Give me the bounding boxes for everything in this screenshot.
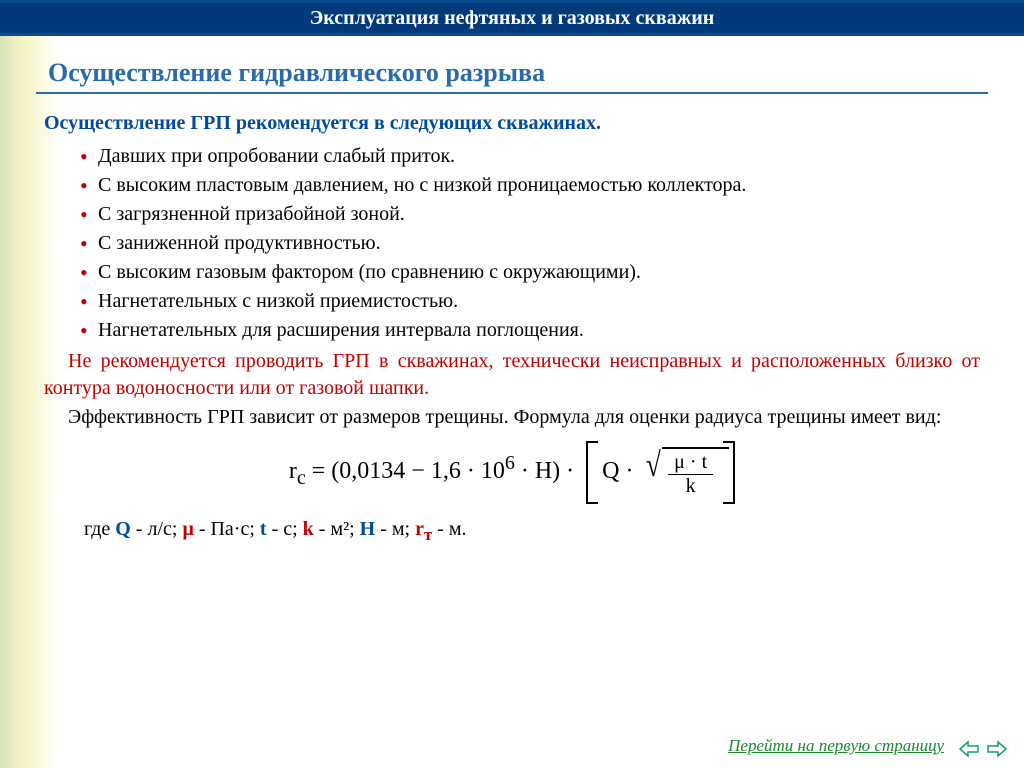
- formula-eq: = (: [312, 458, 340, 484]
- nav-arrows: [958, 740, 1008, 758]
- var-mu: μ: [182, 518, 193, 540]
- list-item: Давших при опробовании слабый приток.: [80, 143, 980, 170]
- formula-sqrt: √ μ · t k: [644, 447, 720, 498]
- list-item: С загрязненной призабойной зоной.: [80, 201, 980, 228]
- section-title: Осуществление гидравлического разрыва: [36, 52, 988, 94]
- next-arrow-icon[interactable]: [986, 740, 1008, 758]
- list-item: С высоким пластовым давлением, но с низк…: [80, 172, 980, 199]
- list-item: Нагнетательных для расширения интервала …: [80, 317, 980, 344]
- var-q: Q: [115, 518, 131, 540]
- formula-fraction: μ · t k: [668, 451, 713, 498]
- var-rt: rт: [415, 518, 432, 540]
- formula: rc = (0,0134 − 1,6 · 106 · H) · Q · √ μ …: [36, 441, 988, 504]
- bullet-list: Давших при опробовании слабый приток. С …: [80, 143, 980, 344]
- prev-arrow-icon[interactable]: [958, 740, 980, 758]
- where-legend: где Q - л/с; μ - Па·с; t - с; k - м²; H …: [84, 518, 980, 545]
- header-title: Эксплуатация нефтяных и газовых скважин: [310, 7, 715, 30]
- intro-paragraph: Эффективность ГРП зависит от размеров тр…: [44, 404, 980, 431]
- first-page-link[interactable]: Перейти на первую страницу: [728, 736, 944, 756]
- list-item: С заниженной продуктивностью.: [80, 230, 980, 257]
- var-t: t: [260, 518, 267, 540]
- list-item: Нагнетательных с низкой приемистостью.: [80, 288, 980, 315]
- var-k: k: [303, 518, 314, 540]
- slide-content: Осуществление гидравлического разрыва Ос…: [0, 36, 1024, 545]
- header-bar: Эксплуатация нефтяных и газовых скважин: [0, 0, 1024, 36]
- formula-lhs: rc: [289, 458, 306, 484]
- formula-bracket: Q · √ μ · t k: [586, 441, 735, 504]
- warning-paragraph: Не рекомендуется проводить ГРП в скважин…: [44, 348, 980, 402]
- list-item: С высоким газовым фактором (по сравнению…: [80, 259, 980, 286]
- var-h: H: [360, 518, 376, 540]
- subtitle: Осуществление ГРП рекомендуется в следую…: [44, 112, 980, 135]
